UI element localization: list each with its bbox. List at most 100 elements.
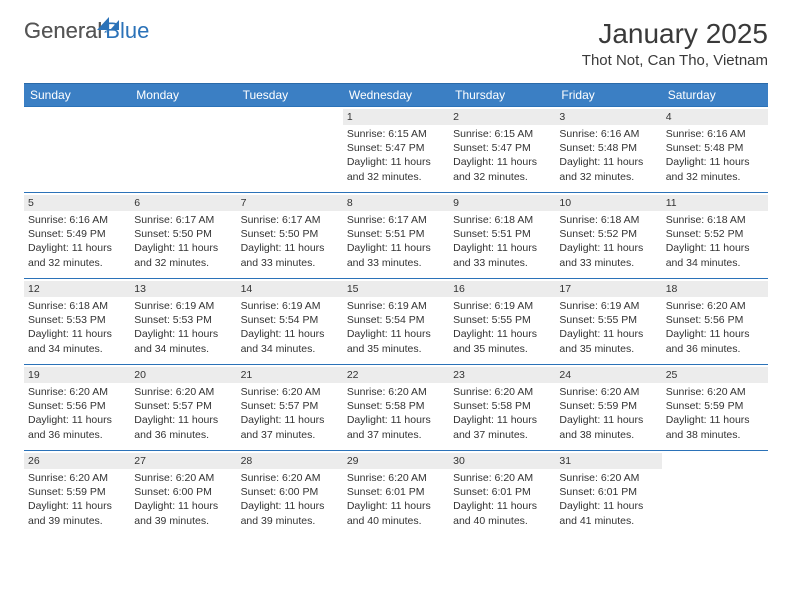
logo-swoosh-icon-2: [97, 14, 121, 30]
daylight-line: Daylight: 11 hours and 33 minutes.: [559, 241, 657, 269]
sunrise-line: Sunrise: 6:20 AM: [666, 299, 764, 313]
sunset-line: Sunset: 5:49 PM: [28, 227, 126, 241]
sunset-line: Sunset: 5:57 PM: [134, 399, 232, 413]
dayname: Saturday: [662, 84, 768, 107]
sunrise-line: Sunrise: 6:17 AM: [347, 213, 445, 227]
calendar-cell: 18Sunrise: 6:20 AMSunset: 5:56 PMDayligh…: [662, 279, 768, 365]
sunrise-line: Sunrise: 6:20 AM: [134, 471, 232, 485]
calendar-cell: 12Sunrise: 6:18 AMSunset: 5:53 PMDayligh…: [24, 279, 130, 365]
daylight-line: Daylight: 11 hours and 39 minutes.: [28, 499, 126, 527]
daylight-line: Daylight: 11 hours and 32 minutes.: [134, 241, 232, 269]
calendar-cell: [24, 107, 130, 193]
sunset-line: Sunset: 5:58 PM: [453, 399, 551, 413]
sunset-line: Sunset: 5:55 PM: [453, 313, 551, 327]
calendar-cell: 6 Sunrise: 6:17 AMSunset: 5:50 PMDaylight…: [130, 193, 236, 279]
calendar-cell: 23Sunrise: 6:20 AMSunset: 5:58 PMDayligh…: [449, 365, 555, 451]
sunset-line: Sunset: 5:54 PM: [241, 313, 339, 327]
day-number: 24: [555, 367, 661, 383]
daylight-line: Daylight: 11 hours and 34 minutes.: [666, 241, 764, 269]
sunset-line: Sunset: 5:50 PM: [241, 227, 339, 241]
sunset-line: Sunset: 5:59 PM: [666, 399, 764, 413]
dayname: Monday: [130, 84, 236, 107]
calendar-row: 19Sunrise: 6:20 AMSunset: 5:56 PMDayligh…: [24, 365, 768, 451]
sunrise-line: Sunrise: 6:19 AM: [241, 299, 339, 313]
sunrise-line: Sunrise: 6:15 AM: [347, 127, 445, 141]
day-number: 11: [662, 195, 768, 211]
calendar-cell: 22 Sunrise: 6:20 AMSunset: 5:58 PMDayligh…: [343, 365, 449, 451]
sunset-line: Sunset: 5:53 PM: [28, 313, 126, 327]
day-number: 21: [237, 367, 343, 383]
sunrise-line: Sunrise: 6:17 AM: [241, 213, 339, 227]
sunrise-line: Sunrise: 6:20 AM: [347, 471, 445, 485]
daylight-line: Daylight: 11 hours and 35 minutes.: [559, 327, 657, 355]
daylight-line: Daylight: 11 hours and 40 minutes.: [347, 499, 445, 527]
calendar-cell: 7Sunrise: 6:17 AMSunset: 5:50 PMDaylight…: [237, 193, 343, 279]
sunrise-line: Sunrise: 6:18 AM: [28, 299, 126, 313]
calendar-cell: 1Sunrise: 6:15 AMSunset: 5:47 PMDaylight…: [343, 107, 449, 193]
day-number: 20: [130, 367, 236, 383]
day-number: 6: [130, 195, 236, 211]
daylight-line: Daylight: 11 hours and 38 minutes.: [559, 413, 657, 441]
calendar-cell: 5Sunrise: 6:16 AMSunset: 5:49 PMDaylight…: [24, 193, 130, 279]
sunset-line: Sunset: 6:00 PM: [241, 485, 339, 499]
dayname: Sunday: [24, 84, 130, 107]
daylight-line: Daylight: 11 hours and 41 minutes.: [559, 499, 657, 527]
day-number: 1: [343, 109, 449, 125]
calendar-cell: 26Sunrise: 6:20 AMSunset: 5:59 PMDayligh…: [24, 451, 130, 537]
calendar-cell: [130, 107, 236, 193]
sunset-line: Sunset: 5:55 PM: [559, 313, 657, 327]
sunrise-line: Sunrise: 6:17 AM: [134, 213, 232, 227]
sunrise-line: Sunrise: 6:19 AM: [347, 299, 445, 313]
calendar-cell: 17Sunrise: 6:19 AMSunset: 5:55 PMDayligh…: [555, 279, 661, 365]
sunrise-line: Sunrise: 6:18 AM: [559, 213, 657, 227]
daylight-line: Daylight: 11 hours and 32 minutes.: [453, 155, 551, 183]
day-number: 29: [343, 453, 449, 469]
day-number: 22: [343, 367, 449, 383]
day-number: 16: [449, 281, 555, 297]
sunrise-line: Sunrise: 6:20 AM: [453, 385, 551, 399]
calendar-cell: 29Sunrise: 6:20 AMSunset: 6:01 PMDayligh…: [343, 451, 449, 537]
sunset-line: Sunset: 5:56 PM: [666, 313, 764, 327]
calendar-cell: 27Sunrise: 6:20 AMSunset: 6:00 PMDayligh…: [130, 451, 236, 537]
dayname: Wednesday: [343, 84, 449, 107]
calendar-cell: 31Sunrise: 6:20 AMSunset: 6:01 PMDayligh…: [555, 451, 661, 537]
calendar-row: 26Sunrise: 6:20 AMSunset: 5:59 PMDayligh…: [24, 451, 768, 537]
sunset-line: Sunset: 5:47 PM: [347, 141, 445, 155]
day-number: 4: [662, 109, 768, 125]
sunset-line: Sunset: 5:56 PM: [28, 399, 126, 413]
daylight-line: Daylight: 11 hours and 36 minutes.: [134, 413, 232, 441]
day-number: 18: [662, 281, 768, 297]
sunset-line: Sunset: 5:54 PM: [347, 313, 445, 327]
sunrise-line: Sunrise: 6:16 AM: [28, 213, 126, 227]
calendar-cell: 25Sunrise: 6:20 AMSunset: 5:59 PMDayligh…: [662, 365, 768, 451]
daylight-line: Daylight: 11 hours and 35 minutes.: [453, 327, 551, 355]
calendar-cell: 8Sunrise: 6:17 AMSunset: 5:51 PMDaylight…: [343, 193, 449, 279]
sunset-line: Sunset: 5:50 PM: [134, 227, 232, 241]
daylight-line: Daylight: 11 hours and 37 minutes.: [347, 413, 445, 441]
calendar-cell: [237, 107, 343, 193]
calendar-row: 5Sunrise: 6:16 AMSunset: 5:49 PMDaylight…: [24, 193, 768, 279]
sunrise-line: Sunrise: 6:20 AM: [28, 385, 126, 399]
daylight-line: Daylight: 11 hours and 32 minutes.: [28, 241, 126, 269]
sunrise-line: Sunrise: 6:20 AM: [241, 385, 339, 399]
day-number: 25: [662, 367, 768, 383]
sunset-line: Sunset: 5:58 PM: [347, 399, 445, 413]
sunrise-line: Sunrise: 6:20 AM: [347, 385, 445, 399]
sunset-line: Sunset: 5:51 PM: [453, 227, 551, 241]
sunset-line: Sunset: 6:01 PM: [453, 485, 551, 499]
logo-abs: GeneralBlue: [24, 18, 121, 44]
sunrise-line: Sunrise: 6:15 AM: [453, 127, 551, 141]
sunset-line: Sunset: 5:59 PM: [28, 485, 126, 499]
title-block: January 2025 Thot Not, Can Tho, Vietnam: [582, 18, 768, 69]
sunset-line: Sunset: 6:01 PM: [559, 485, 657, 499]
month-title: January 2025: [582, 18, 768, 50]
calendar-cell: 24Sunrise: 6:20 AMSunset: 5:59 PMDayligh…: [555, 365, 661, 451]
sunrise-line: Sunrise: 6:20 AM: [559, 471, 657, 485]
calendar-cell: 3Sunrise: 6:16 AMSunset: 5:48 PMDaylight…: [555, 107, 661, 193]
daylight-line: Daylight: 11 hours and 38 minutes.: [666, 413, 764, 441]
sunrise-line: Sunrise: 6:16 AM: [559, 127, 657, 141]
calendar-cell: 30Sunrise: 6:20 AMSunset: 6:01 PMDayligh…: [449, 451, 555, 537]
day-number: 27: [130, 453, 236, 469]
daylight-line: Daylight: 11 hours and 36 minutes.: [28, 413, 126, 441]
day-number: 30: [449, 453, 555, 469]
